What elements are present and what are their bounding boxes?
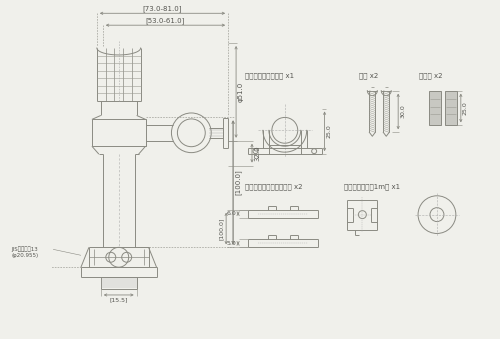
Text: [100.0]: [100.0] [219, 217, 224, 240]
Bar [429, 91, 441, 125]
Text: 32.0: 32.0 [254, 145, 260, 161]
Bar [445, 91, 457, 125]
Text: シールテープ（1m） x1: シールテープ（1m） x1 [344, 183, 401, 190]
Text: 25.0: 25.0 [463, 101, 468, 115]
Text: [15.5]: [15.5] [110, 297, 128, 302]
Text: 樹脂製サドルバンド台座 x2: 樹脂製サドルバンド台座 x2 [245, 183, 302, 190]
Text: 6.0: 6.0 [226, 211, 236, 216]
Text: [100.0]: [100.0] [235, 170, 242, 195]
Text: 25.0: 25.0 [326, 124, 332, 138]
Text: φ51.0: φ51.0 [238, 82, 244, 102]
Text: 樹脂製サドルバンド x1: 樹脂製サドルバンド x1 [245, 72, 294, 79]
Text: 30.0: 30.0 [400, 105, 405, 118]
Text: JIS基準屏颤13
(φ20.955): JIS基準屏颤13 (φ20.955) [12, 246, 38, 258]
Text: ビス x2: ビス x2 [360, 72, 378, 79]
Text: 5.0: 5.0 [226, 241, 236, 246]
Text: [53.0-61.0]: [53.0-61.0] [146, 17, 185, 24]
Text: プラグ x2: プラグ x2 [419, 72, 442, 79]
Text: [73.0-81.0]: [73.0-81.0] [142, 5, 182, 12]
